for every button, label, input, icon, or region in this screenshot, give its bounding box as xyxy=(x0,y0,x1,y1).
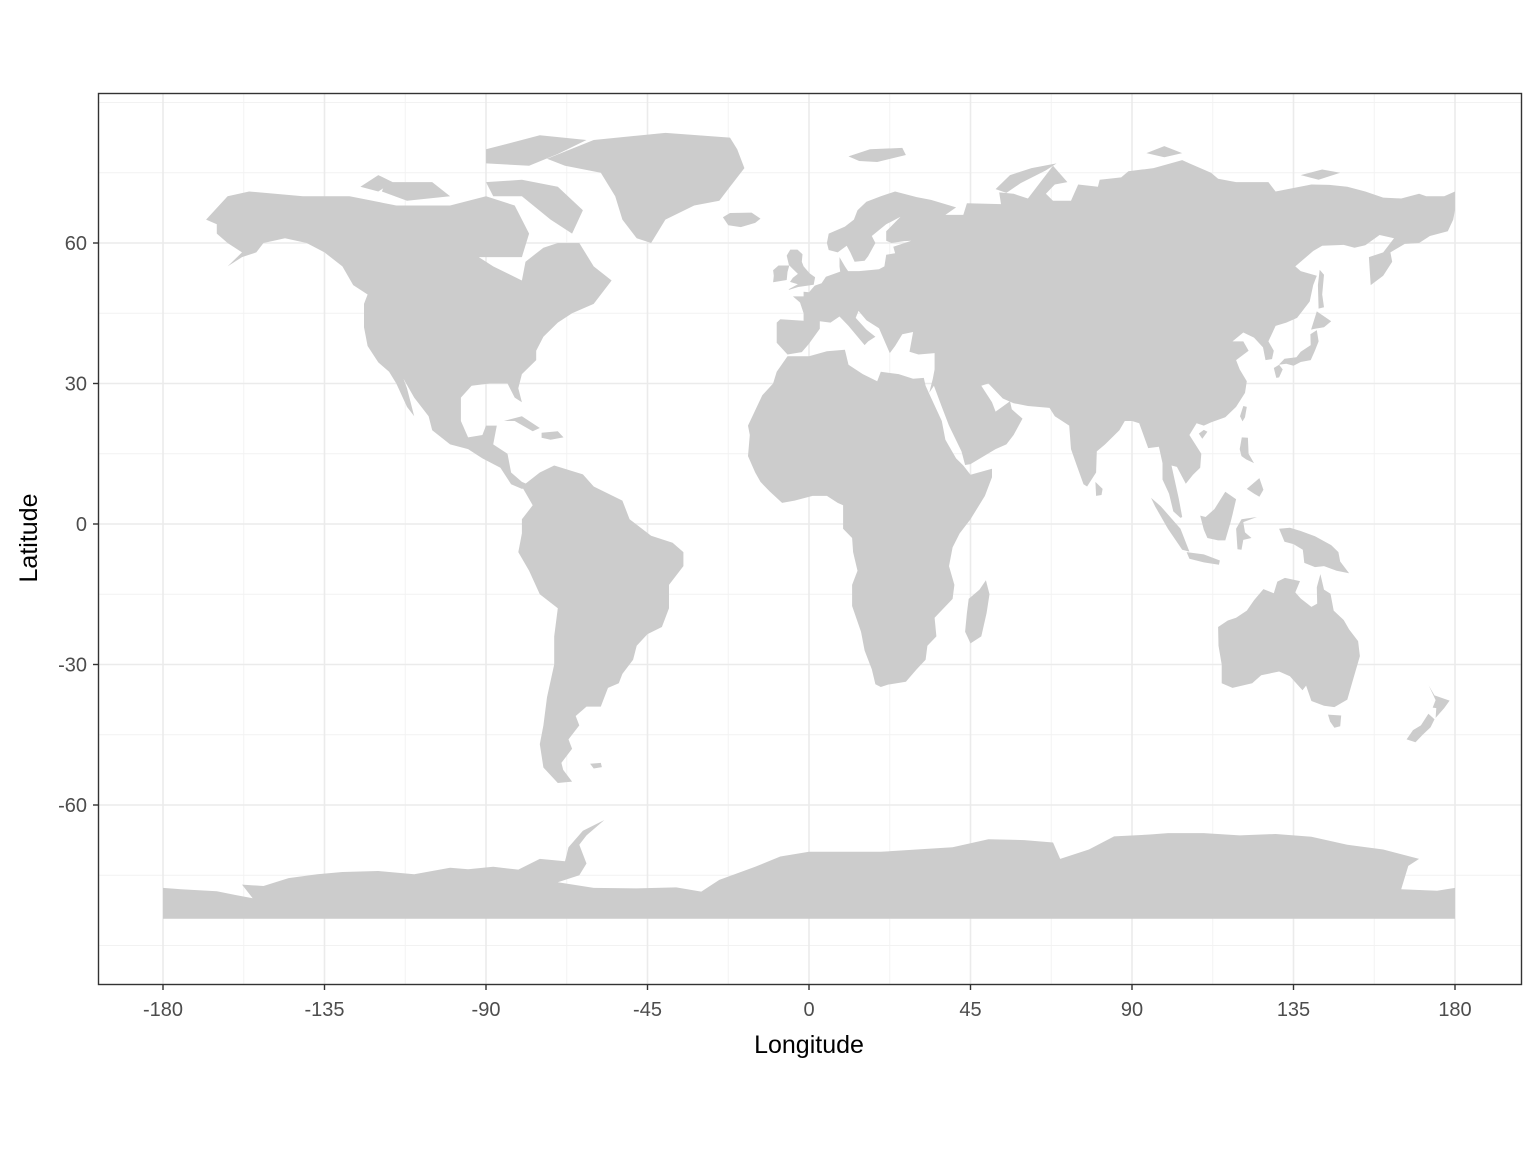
landmass-ellesmere-island xyxy=(486,135,587,166)
x-tick-label: -90 xyxy=(472,999,501,1021)
y-tick-label: 30 xyxy=(65,374,87,396)
landmass-eurasia xyxy=(776,160,1455,518)
y-tick-label: 60 xyxy=(65,233,87,255)
landmass-java xyxy=(1186,552,1220,565)
landmass-antarctica xyxy=(163,820,1455,919)
landmass-luzon xyxy=(1239,437,1254,464)
landmass-new-siberian-islands xyxy=(1300,169,1341,180)
x-tick-label: 90 xyxy=(1121,999,1143,1021)
y-tick-label: 0 xyxy=(76,514,87,536)
y-axis-ticks: -60 -30 0 30 60 xyxy=(58,233,99,817)
landmass-hainan xyxy=(1198,429,1208,439)
x-tick-label: -45 xyxy=(633,999,662,1021)
landmass-taiwan xyxy=(1240,406,1247,422)
x-tick-label: 135 xyxy=(1277,999,1310,1021)
landmass-victoria-island xyxy=(381,182,451,201)
landmass-north-america xyxy=(206,191,612,489)
y-axis-title: Latitude xyxy=(15,494,43,583)
landmass-novaya-zemlya xyxy=(995,163,1057,193)
landmass-sumatra xyxy=(1151,497,1190,552)
landmass-new-zealand-south xyxy=(1406,713,1435,743)
x-axis-ticks: -180 -135 -90 -45 0 45 90 135 180 xyxy=(143,984,1472,1021)
x-tick-label: 45 xyxy=(959,999,981,1021)
landmass-africa xyxy=(748,349,992,687)
landmass-australia xyxy=(1218,574,1360,708)
y-tick-label: -30 xyxy=(58,655,87,677)
x-tick-label: -135 xyxy=(304,999,344,1021)
landmass-new-zealand-north xyxy=(1428,685,1450,718)
landmass-borneo xyxy=(1200,491,1237,541)
landmass-banks-island xyxy=(360,175,393,192)
landmass-sakhalin xyxy=(1317,269,1324,309)
landmass-sri-lanka xyxy=(1095,481,1103,496)
x-axis-title: Longitude xyxy=(754,1031,864,1059)
landmass-ireland xyxy=(773,265,790,283)
landmass-svalbard xyxy=(848,147,906,162)
land-polygons xyxy=(163,132,1455,919)
x-tick-label: 180 xyxy=(1438,999,1471,1021)
landmass-honshu xyxy=(1278,330,1319,366)
landmass-sulawesi xyxy=(1236,517,1257,550)
landmass-mindanao xyxy=(1246,478,1264,497)
landmass-hispaniola xyxy=(541,431,564,440)
landmass-falkland-islands xyxy=(590,762,602,769)
landmass-hokkaido xyxy=(1311,311,1332,330)
landmass-tasmania xyxy=(1328,714,1342,728)
x-tick-label: -180 xyxy=(143,999,183,1021)
landmass-kyushu xyxy=(1273,364,1283,378)
landmass-new-guinea xyxy=(1279,527,1350,574)
landmass-greenland xyxy=(547,132,745,243)
landmass-cuba xyxy=(503,416,540,432)
panel-border xyxy=(97,92,1523,986)
y-tick-label: -60 xyxy=(58,795,87,817)
x-tick-label: 0 xyxy=(803,999,814,1021)
landmass-severnaya-zemlya xyxy=(1146,146,1183,158)
landmass-iceland xyxy=(722,212,761,228)
landmass-south-america xyxy=(518,465,684,783)
landmass-great-britain xyxy=(786,249,816,290)
landmass-baffin-island xyxy=(486,179,583,234)
landmass-madagascar xyxy=(965,580,990,644)
